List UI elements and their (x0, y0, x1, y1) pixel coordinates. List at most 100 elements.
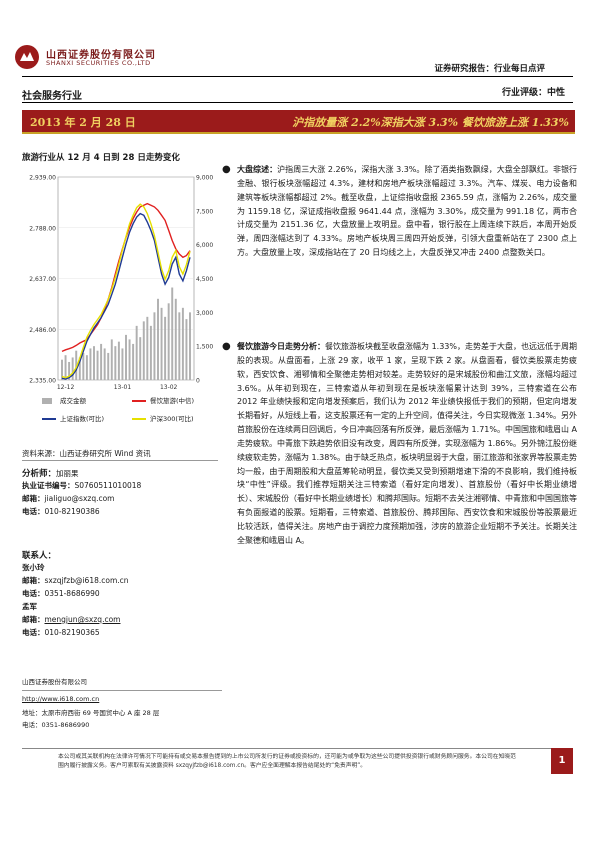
volume-bar (132, 343, 135, 380)
y-right-tick-label: 4,500 (196, 276, 213, 283)
contacts-label: 联系人： (22, 551, 57, 561)
y-left-tick-label: 2,637.00 (29, 276, 56, 283)
contact-1-phone-label: 电话： (22, 589, 45, 598)
contact-2-phone: 010-82190365 (44, 628, 100, 637)
volume-bar (100, 343, 103, 380)
volume-bar (96, 350, 99, 380)
series-line-2 (61, 212, 191, 380)
volume-bar (174, 298, 177, 380)
analyst-label: 分析师： (22, 469, 57, 479)
volume-bar (167, 303, 170, 380)
volume-bar (68, 361, 71, 380)
y-left-tick-label: 2,486.00 (29, 327, 56, 334)
contact-1-email-label: 邮箱： (22, 576, 45, 585)
volume-bar (64, 355, 67, 380)
y-left-tick-label: 2,335.00 (29, 378, 56, 385)
company-phone: 电话：0351-8686990 (22, 721, 90, 729)
company-name: 山西证券股份有限公司 (22, 678, 87, 686)
volume-bar (139, 337, 142, 380)
analyst-phone: 010-82190386 (44, 507, 100, 516)
contact-1-email[interactable]: sxzqjfzb@i618.com.cn (44, 576, 129, 585)
legend-label: 上证指数(可比) (60, 414, 104, 423)
disclaimer: 本公司或其关联机构在法律许可情况下可能持有或交易本报告提到的上市公司所发行的证券… (58, 754, 516, 769)
company-logo: 山西证券股份有限公司 SHANXI SECURITIES CO.,LTD (14, 44, 184, 72)
analyst-phone-label: 电话： (22, 507, 45, 516)
company-name-cn: 山西证券股份有限公司 (46, 50, 156, 61)
report-type: 证券研究报告：行业每日点评 (434, 64, 545, 74)
analyst-email[interactable]: jialiguo@sxzq.com (44, 494, 115, 503)
volume-bar (125, 334, 127, 380)
volume-bar (93, 346, 95, 380)
volume-bar (146, 316, 149, 380)
company-url[interactable]: http://www.i618.com.cn (22, 695, 100, 703)
legend-swatch (42, 398, 52, 404)
legend-label: 成交金额 (60, 396, 87, 405)
volume-bar (121, 348, 124, 380)
analyst-block: 分析师：加丽果 执业证书编号：S0760511010018 邮箱：jialigu… (22, 467, 222, 519)
x-tick-label: 12-12 (57, 384, 75, 391)
company-name-en: SHANXI SECURITIES CO.,LTD (46, 59, 151, 67)
volume-bar (160, 307, 163, 380)
y-right-tick-label: 1,500 (196, 344, 213, 351)
volume-bar (78, 357, 81, 380)
volume-bar (157, 298, 159, 380)
title-banner: 2013 年 2 月 28 日 沪指放量涨 2.2%深指大涨 3.3% 餐饮旅游… (22, 110, 575, 134)
volume-bar (153, 312, 156, 380)
legend-label: 沪深300(可比) (150, 414, 193, 423)
report-date: 2013 年 2 月 28 日 (30, 116, 136, 129)
cert-number: S0760511010018 (74, 481, 142, 490)
volume-bar (185, 319, 188, 380)
source-divider (22, 460, 218, 461)
cert-label: 执业证书编号： (22, 481, 75, 490)
bullet-icon: ● (222, 164, 231, 175)
header-divider (22, 76, 573, 77)
volume-bar (164, 316, 167, 380)
volume-bar (189, 312, 191, 380)
volume-bar (89, 348, 92, 380)
sector-analysis-lead: 餐饮旅游今日走势分析： (237, 342, 326, 351)
y-left-tick-label: 2,939.00 (29, 175, 56, 182)
page-number: 1 (551, 748, 573, 774)
volume-bar (128, 339, 131, 380)
contact-1-name: 张小玲 (22, 563, 45, 572)
market-overview-lead: 大盘综述： (237, 165, 278, 174)
footer-divider (22, 748, 573, 749)
y-right-tick-label: 6,000 (196, 242, 213, 249)
contact-2-email[interactable]: mengjun@sxzq.com (44, 615, 121, 624)
y-right-tick-label: 3,000 (196, 310, 213, 317)
volume-bar (75, 350, 78, 380)
series-line-3 (61, 203, 191, 379)
sector-analysis-text: 餐饮旅游板块截至收盘涨幅为 1.33%，走势差于大盘，也远远低于周期股的表现。从… (237, 342, 577, 545)
volume-bar (85, 355, 88, 380)
market-overview-text: 沪指周三大涨 2.26%，深指大涨 3.3%。除了酒类指数飘绿，大盘全部飘红。非… (237, 165, 577, 258)
volume-bar (107, 352, 110, 380)
y-left-tick-label: 2,788.00 (29, 225, 56, 232)
market-overview-paragraph: ● 大盘综述：沪指周三大涨 2.26%，深指大涨 3.3%。除了酒类指数飘绿，大… (222, 163, 577, 260)
volume-bar (178, 312, 181, 380)
trend-chart-svg: 2,335.00 2,486.00 2,637.00 2,788.00 2,939.00… (29, 175, 213, 424)
volume-bar (181, 307, 184, 380)
contact-2-email-label: 邮箱： (22, 615, 45, 624)
analyst-email-label: 邮箱： (22, 494, 45, 503)
y-right-tick-label: 7,500 (196, 208, 213, 215)
volume-bar (149, 325, 152, 380)
legend-label: 餐饮旅游(中信) (150, 396, 194, 405)
contact-2-phone-label: 电话： (22, 628, 45, 637)
sector-analysis-paragraph: ● 餐饮旅游今日走势分析：餐饮旅游板块截至收盘涨幅为 1.33%，走势差于大盘，… (222, 340, 577, 548)
company-divider (22, 690, 222, 691)
analyst-name: 加丽果 (56, 469, 79, 478)
y-right-tick-label: 9,000 (196, 175, 213, 182)
bullet-icon: ● (222, 341, 231, 352)
chart-source: 资料来源：山西证券研究所 Wind 资讯 (22, 449, 151, 458)
chart-title: 旅游行业从 12 月 4 日到 28 日走势变化 (22, 153, 180, 163)
company-logo-icon (15, 45, 39, 69)
sector-title: 社会服务行业 (22, 91, 82, 102)
volume-bar (82, 352, 85, 380)
volume-bar (61, 359, 63, 380)
x-tick-label: 13-01 (114, 384, 132, 391)
sector-divider (22, 102, 573, 103)
industry-rating: 行业评级：中性 (501, 88, 565, 98)
volume-bar (103, 348, 106, 380)
trend-chart: 2,335.00 2,486.00 2,637.00 2,788.00 2,939.00… (22, 165, 218, 430)
volume-bar (135, 325, 138, 380)
